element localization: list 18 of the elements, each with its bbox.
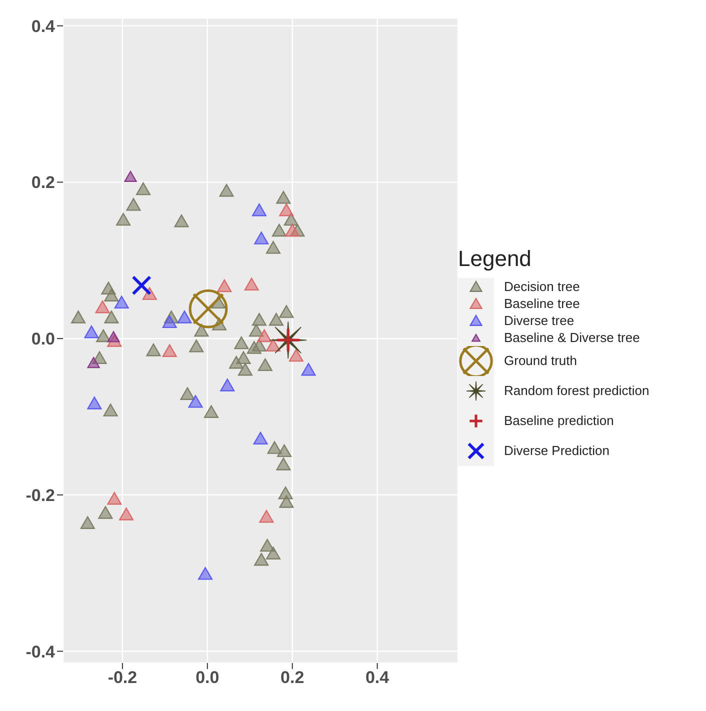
y-tick-label: -0.2 [26,486,55,505]
x-tick-label: -0.2 [108,668,138,688]
y-tick-label: 0.0 [31,330,55,349]
legend-label: Baseline tree [504,296,580,310]
legend-label: Diverse tree [504,312,574,328]
legend-title: Legend [458,246,532,272]
x-tick-label: 0.0 [196,668,220,688]
y-tick-label: 0.2 [31,173,55,192]
x-tick-label: 0.2 [280,668,304,688]
y-tick-label: -0.4 [26,642,56,662]
legend-label: Decision tree [504,278,580,294]
legend-label: Baseline prediction [504,413,614,428]
x-tick-label: 0.4 [365,668,390,688]
legend-label: Random forest prediction [504,383,650,398]
legend-label: Baseline & Diverse tree [504,330,640,344]
y-tick-label: 0.4 [31,16,56,36]
legend-label: Ground truth [504,353,577,368]
legend-label: Diverse Prediction [504,443,610,458]
